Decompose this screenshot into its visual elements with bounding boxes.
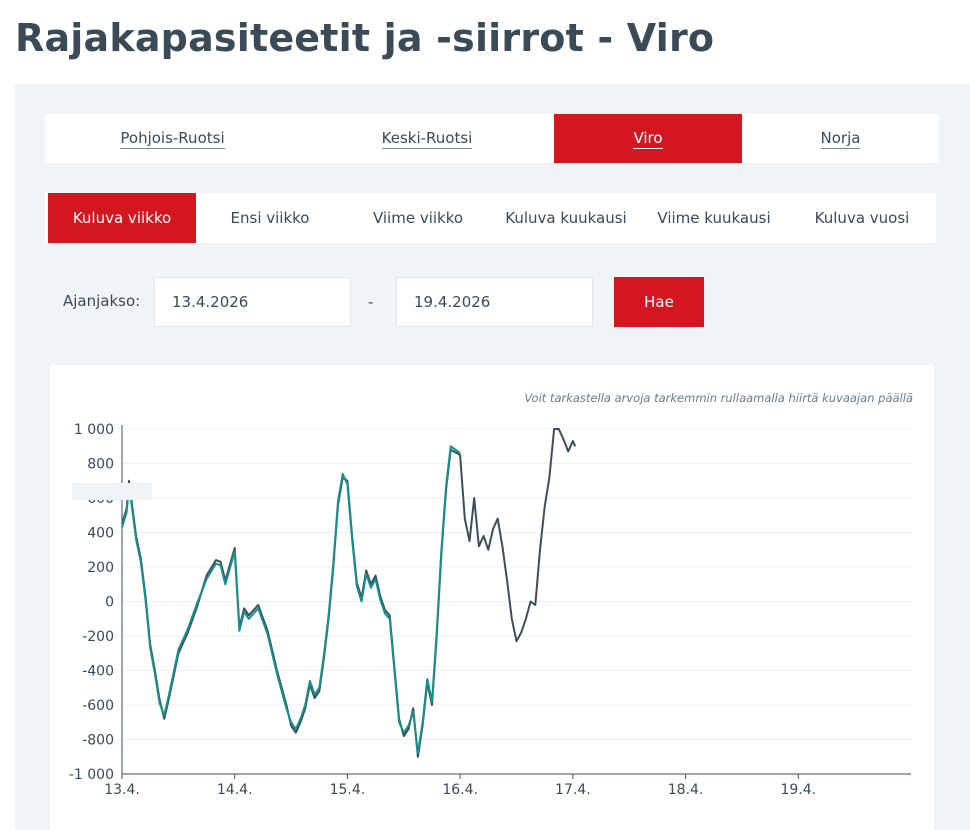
tab-kuluva-viikko[interactable]: Kuluva viikko	[48, 193, 196, 243]
tab-viime-viikko[interactable]: Viime viikko	[344, 193, 492, 243]
y-tick-label: -400	[82, 664, 114, 680]
y-tick-label: -1 000	[69, 767, 114, 783]
y-tick-label: 200	[87, 560, 114, 576]
y-tick-label: -800	[82, 733, 114, 749]
x-tick-label: 15.4.	[330, 782, 366, 798]
tab-kuluva-kuukausi[interactable]: Kuluva kuukausi	[492, 193, 640, 243]
tab-viro[interactable]: Viro	[554, 114, 742, 163]
page-title: Rajakapasiteetit ja -siirrot - Viro	[15, 16, 715, 60]
content-panel: Pohjois-Ruotsi Keski-Ruotsi Viro Norja K…	[15, 84, 970, 830]
date-separator: -	[368, 293, 374, 311]
search-button[interactable]: Hae	[614, 277, 704, 327]
y-tick-label: 400	[87, 526, 114, 542]
tab-kuluva-vuosi[interactable]: Kuluva vuosi	[788, 193, 936, 243]
tab-label: Ensi viikko	[230, 209, 310, 227]
y-tick-label: 0	[105, 595, 114, 611]
tab-label: Kuluva vuosi	[814, 209, 910, 227]
tab-label: Viime viikko	[372, 209, 464, 227]
tab-pohjois-ruotsi[interactable]: Pohjois-Ruotsi	[45, 114, 300, 163]
tab-viime-kuukausi[interactable]: Viime kuukausi	[640, 193, 788, 243]
x-tick-label: 19.4.	[780, 782, 816, 798]
y-tick-label: -200	[82, 629, 114, 645]
tab-label: Kuluva kuukausi	[505, 209, 627, 227]
end-date-input[interactable]	[396, 277, 593, 327]
start-date-input[interactable]	[154, 277, 351, 327]
date-range-label: Ajanjakso:	[63, 292, 141, 310]
series-line-2	[121, 445, 461, 755]
x-tick-label: 18.4.	[668, 782, 704, 798]
transfer-chart[interactable]: 1 0008006004002000-200-400-600-800-1 000…	[50, 365, 934, 830]
tab-label: Kuluva viikko	[72, 209, 172, 227]
tooltip-box	[72, 483, 152, 500]
tab-norja[interactable]: Norja	[742, 114, 939, 163]
chart-card: Voit tarkastella arvoja tarkemmin rullaa…	[50, 365, 934, 830]
period-tabs: Kuluva viikko Ensi viikko Viime viikko K…	[45, 193, 936, 243]
tab-label: Viime kuukausi	[657, 209, 771, 227]
y-tick-label: 1 000	[74, 422, 114, 438]
tab-ensi-viikko[interactable]: Ensi viikko	[196, 193, 344, 243]
tab-label: Viro	[633, 128, 663, 149]
series-line-1	[121, 428, 577, 758]
border-tabs: Pohjois-Ruotsi Keski-Ruotsi Viro Norja	[45, 114, 939, 163]
tab-label: Keski-Ruotsi	[381, 128, 473, 149]
tab-keski-ruotsi[interactable]: Keski-Ruotsi	[300, 114, 554, 163]
x-tick-label: 13.4.	[104, 782, 140, 798]
tab-label: Norja	[820, 128, 861, 149]
chart-hint: Voit tarkastella arvoja tarkemmin rullaa…	[524, 391, 913, 405]
y-tick-label: -600	[82, 698, 114, 714]
y-tick-label: 800	[87, 457, 114, 473]
x-tick-label: 16.4.	[442, 782, 478, 798]
x-tick-label: 17.4.	[555, 782, 591, 798]
x-tick-label: 14.4.	[217, 782, 253, 798]
tab-label: Pohjois-Ruotsi	[120, 128, 225, 149]
